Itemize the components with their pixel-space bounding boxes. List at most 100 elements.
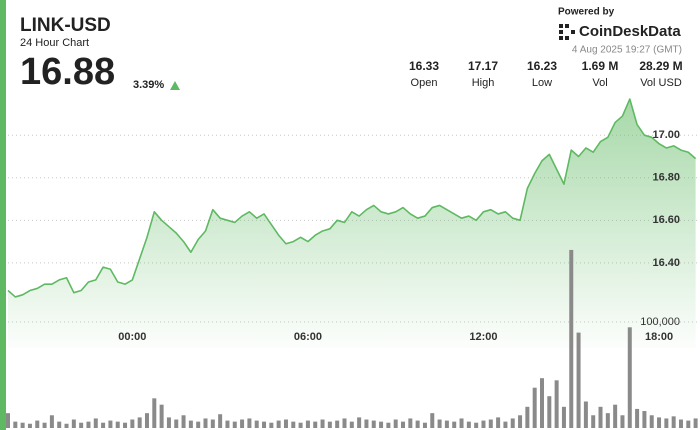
volume-bar xyxy=(613,404,618,428)
volume-bar xyxy=(430,413,435,428)
volume-bar xyxy=(174,419,179,428)
volume-bar xyxy=(620,415,625,428)
subtitle: 24 Hour Chart xyxy=(20,37,89,49)
stat-value: 16.23 xyxy=(527,59,557,73)
volume-bar xyxy=(262,421,267,428)
volume-bar xyxy=(379,421,384,428)
volume-bar xyxy=(203,418,208,428)
x-tick-label: 06:00 xyxy=(294,331,322,343)
volume-bar xyxy=(642,411,647,428)
volume-bar xyxy=(605,413,610,428)
volume-bar xyxy=(452,421,457,428)
volume-bar xyxy=(466,421,471,428)
volume-bar xyxy=(327,421,332,428)
volume-bar xyxy=(225,420,230,428)
price: 16.88 xyxy=(20,51,115,93)
brand-logo xyxy=(559,24,575,40)
volume-bar xyxy=(481,420,486,428)
volume-bar xyxy=(547,396,552,428)
y-tick-label: 17.00 xyxy=(652,129,680,141)
stat-value: 1.69 M xyxy=(582,59,619,73)
volume-bar xyxy=(240,419,245,428)
volume-bar xyxy=(532,387,537,428)
volume-bar xyxy=(123,422,128,428)
volume-bar xyxy=(196,421,201,428)
volume-bar xyxy=(583,401,588,428)
volume-bar xyxy=(49,415,54,428)
area-fill xyxy=(8,99,696,349)
stat-value: 28.29 M xyxy=(639,59,682,73)
price-line xyxy=(7,98,697,298)
stats: 16.33 Open 17.17 High 16.23 Low 1.69 M Vol 28.29… xyxy=(409,59,683,89)
x-tick-label: 18:00 xyxy=(645,331,673,343)
volume-bar xyxy=(210,419,215,428)
volume-bar xyxy=(539,378,544,428)
up-indicator xyxy=(170,81,180,90)
volume-bar xyxy=(166,417,171,428)
volume-bar xyxy=(554,380,559,428)
volume-bar xyxy=(342,418,347,428)
volume-bar xyxy=(518,415,523,428)
brand: CoinDeskData xyxy=(579,23,681,40)
volume-bar xyxy=(561,406,566,428)
volume-bar xyxy=(349,421,354,428)
volume-bar xyxy=(298,422,303,428)
volume-bar xyxy=(115,421,120,428)
volume-bar xyxy=(357,417,362,428)
volume-bar xyxy=(93,418,98,428)
volume-bar xyxy=(320,419,325,428)
stat-label: Low xyxy=(532,77,552,89)
volume-bar xyxy=(437,419,442,428)
volume-bar xyxy=(503,421,508,428)
volume-bar xyxy=(27,423,32,428)
volume-bar xyxy=(488,419,493,428)
volume-bar xyxy=(232,421,237,428)
volume-bar xyxy=(401,421,406,428)
series-layer xyxy=(6,98,698,428)
volume-bar xyxy=(474,422,479,428)
stat-value: 16.33 xyxy=(409,59,439,73)
volume-bar xyxy=(79,422,84,428)
volume-bar xyxy=(386,422,391,428)
volume-bar xyxy=(686,420,691,428)
volume-bar xyxy=(335,420,340,428)
volume-bar xyxy=(422,422,427,428)
volume-bar xyxy=(525,406,530,428)
volume-bar xyxy=(152,398,157,428)
volume-bar xyxy=(57,421,62,428)
volume-bar xyxy=(627,327,632,428)
volume-bar xyxy=(13,421,18,428)
stat-label: Vol xyxy=(592,77,607,89)
volume-bar xyxy=(678,419,683,428)
volume-bar xyxy=(371,420,376,428)
volume-bar xyxy=(130,419,135,428)
y-tick-label: 16.80 xyxy=(652,172,680,184)
volume-bar xyxy=(635,408,640,428)
volume-bar xyxy=(159,404,164,428)
volume-bar xyxy=(313,421,318,428)
volume-bar xyxy=(591,415,596,428)
volume-bar xyxy=(218,414,223,428)
volume-bars xyxy=(6,249,698,428)
volume-bar xyxy=(576,332,581,428)
volume-bar xyxy=(137,417,142,428)
volume-bar xyxy=(664,418,669,428)
volume-bar xyxy=(657,417,662,428)
stat-label: Open xyxy=(411,77,438,89)
volume-bar xyxy=(6,413,10,428)
stat-label: High xyxy=(472,77,495,89)
volume-bar xyxy=(42,422,47,428)
y-tick-label: 16.60 xyxy=(652,214,680,226)
volume-bar xyxy=(64,423,69,428)
volume-bar xyxy=(415,420,420,428)
volume-bar xyxy=(144,413,149,428)
volume-bar xyxy=(71,419,76,428)
volume-bar xyxy=(693,418,698,428)
volume-bar xyxy=(444,420,449,428)
volume-bar xyxy=(283,419,288,428)
volume-bar xyxy=(305,420,310,428)
volume-bar xyxy=(276,420,281,428)
accent-stripe xyxy=(0,0,6,430)
plot: 16.40 16.60 16.80 17.00 100,000 00:00 06:00 12:… xyxy=(6,98,700,428)
symbol: LINK-USD xyxy=(20,15,111,36)
